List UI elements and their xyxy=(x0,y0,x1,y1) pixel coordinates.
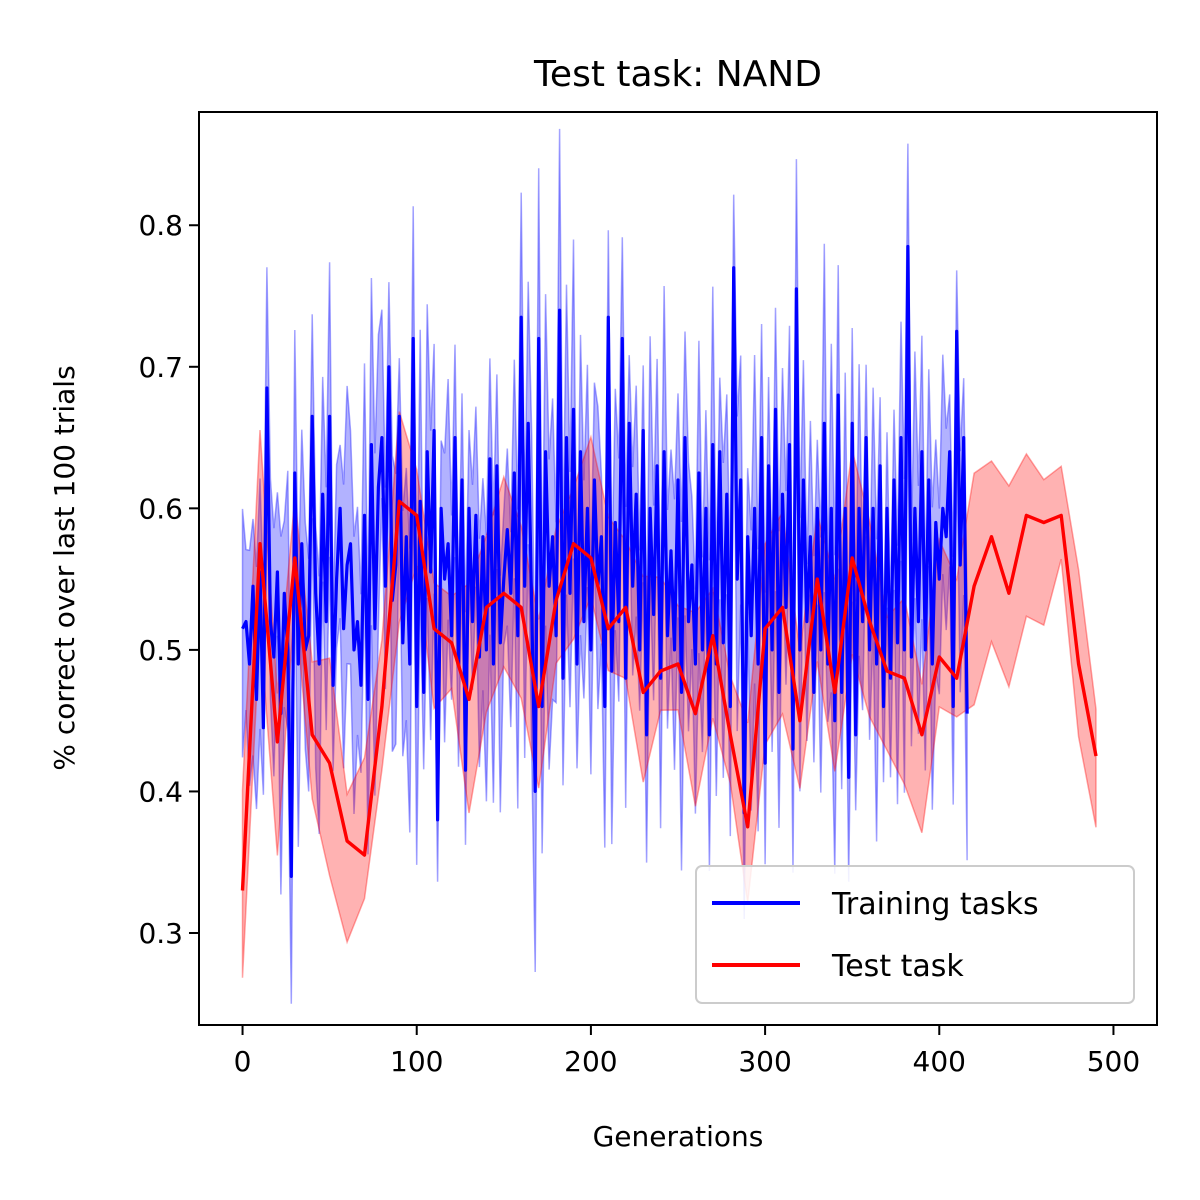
legend-box xyxy=(695,865,1135,1004)
series-lines xyxy=(240,244,1098,891)
legend-label-training-tasks: Training tasks xyxy=(831,887,1039,922)
plot-frame xyxy=(198,111,1158,1026)
x-tick-label: 100 xyxy=(390,1045,443,1078)
x-tick-label: 500 xyxy=(1087,1045,1140,1078)
x-tick-label: 400 xyxy=(913,1045,966,1078)
x-tick-label: 300 xyxy=(738,1045,791,1078)
series-line-test-task xyxy=(240,499,1098,891)
y-tick-label: 0.4 xyxy=(138,775,183,808)
y-tick-label: 0.5 xyxy=(138,634,183,667)
y-tick-label: 0.8 xyxy=(138,209,183,242)
x-tick-label: 0 xyxy=(234,1045,252,1078)
y-tick-label: 0.6 xyxy=(138,492,183,525)
legend: Training tasks Test task xyxy=(695,865,1135,1004)
x-tick-label: 200 xyxy=(564,1045,617,1078)
y-tick-label: 0.7 xyxy=(138,351,183,384)
chart-title: Test task: NAND xyxy=(533,54,822,95)
legend-label-test-task: Test task xyxy=(831,949,964,984)
x-axis-label: Generations xyxy=(593,1120,764,1153)
y-tick-label: 0.3 xyxy=(138,917,183,950)
y-axis-label: % correct over last 100 trials xyxy=(48,365,81,770)
axis-ticks: 0 100 200 300 400 500 0.3 0.4 0.5 0.6 0.7 0.8 xyxy=(138,209,1140,1078)
